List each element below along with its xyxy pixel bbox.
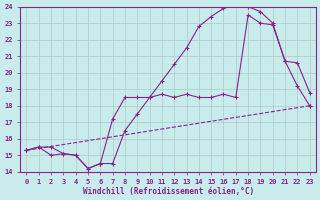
X-axis label: Windchill (Refroidissement éolien,°C): Windchill (Refroidissement éolien,°C) xyxy=(83,187,254,196)
